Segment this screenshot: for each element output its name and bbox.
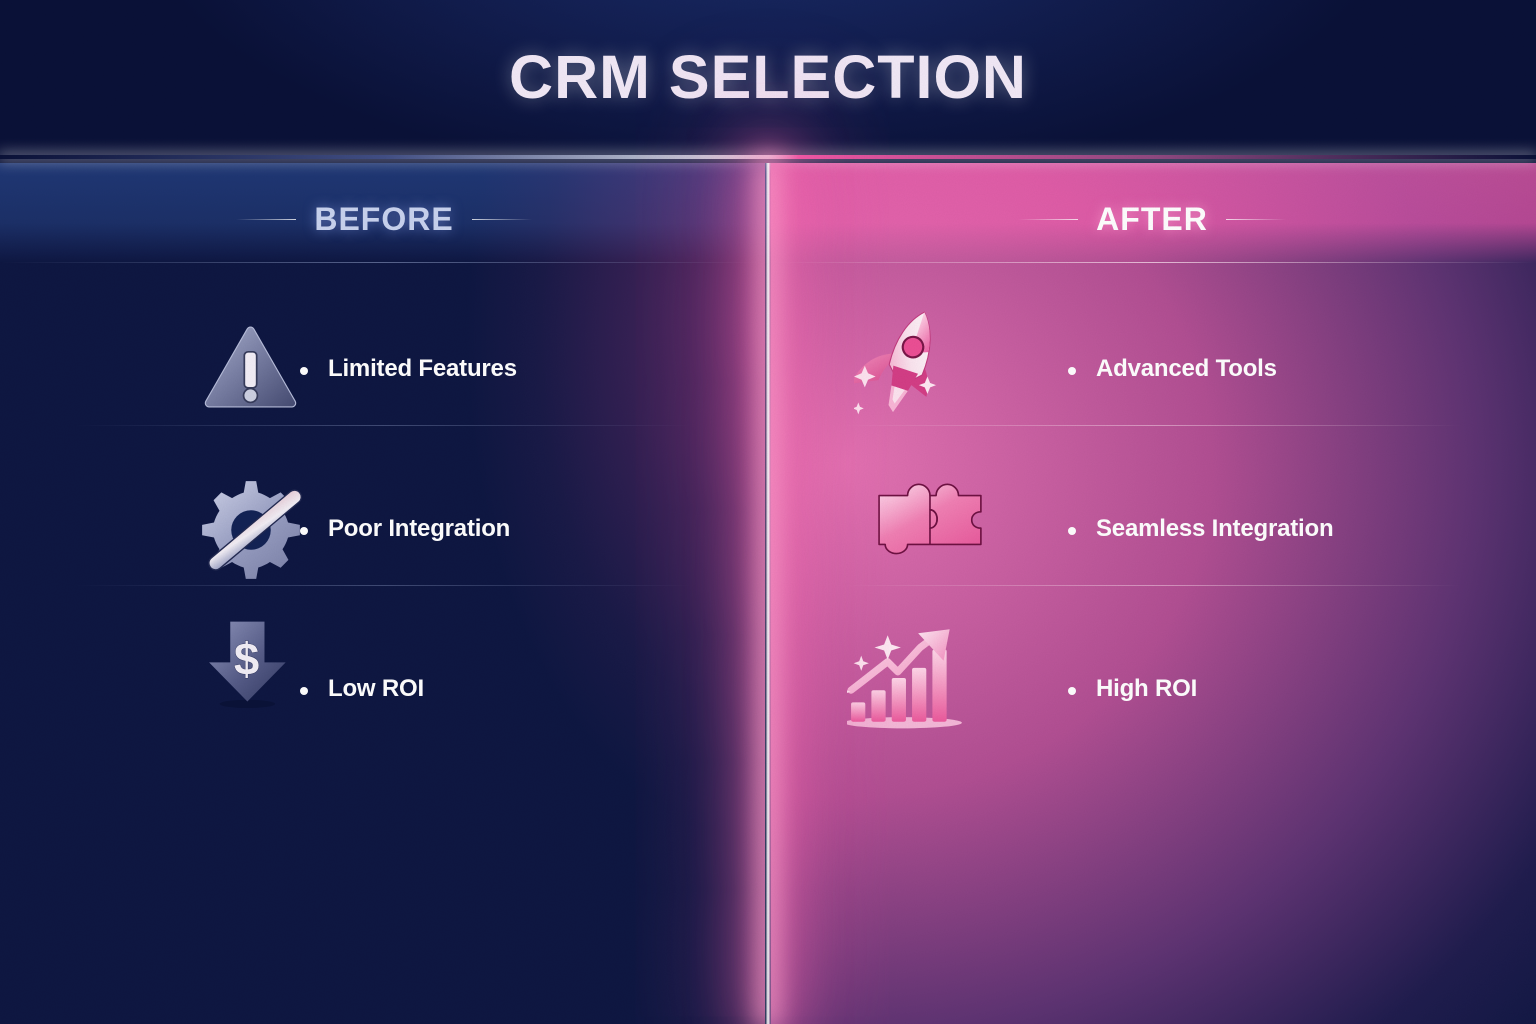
svg-text:$: $ bbox=[234, 634, 259, 685]
